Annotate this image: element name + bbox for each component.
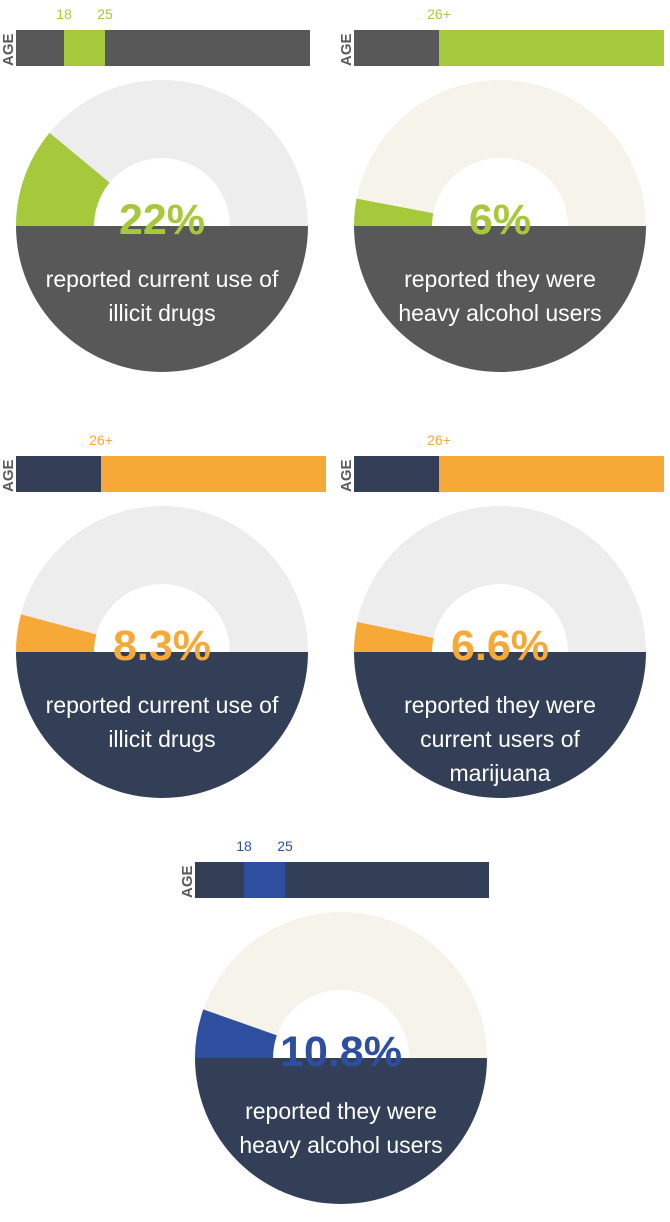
gauge-widget-3: AGE 26+ 8.3% reported current use of illici… xyxy=(0,426,326,816)
age-bar-track xyxy=(16,456,326,492)
age-bar-highlight xyxy=(439,456,664,492)
gauge-caption-band xyxy=(354,652,646,798)
age-axis-label: AGE xyxy=(0,456,17,492)
age-tick-label: 26+ xyxy=(89,432,113,448)
gauge-track xyxy=(16,506,308,652)
gauge-caption-band xyxy=(16,652,308,798)
gauge-svg xyxy=(16,80,308,372)
gauge: 8.3% reported current use of illicit drug… xyxy=(14,504,310,800)
age-bar-highlight xyxy=(244,862,285,898)
age-bar: AGE 26+ xyxy=(0,426,326,492)
gauge: 6% reported they were heavy alcohol users xyxy=(352,78,648,374)
gauge-value-arc xyxy=(16,614,97,652)
age-bar-track xyxy=(354,30,664,66)
gauge-widget-4: AGE 26+ 6.6% reported they were current use… xyxy=(338,426,664,816)
age-bar: AGE 26+ xyxy=(338,0,664,66)
age-bar-track xyxy=(354,456,664,492)
gauge-svg xyxy=(354,80,646,372)
gauge-svg xyxy=(354,506,646,798)
gauge-caption: reported current use of illicit drugs xyxy=(45,692,279,752)
age-tick-label: 26+ xyxy=(427,432,451,448)
age-axis-label-text: AGE xyxy=(338,33,355,66)
age-axis-label-text: AGE xyxy=(0,33,17,66)
gauge-value-arc xyxy=(16,132,110,226)
gauge-widget-5: AGE 18 25 10.8% reported they were heavy alc… xyxy=(179,832,489,1222)
age-tick-label: 25 xyxy=(277,838,293,854)
age-tick-label: 25 xyxy=(97,6,113,22)
age-axis-label-text: AGE xyxy=(338,459,355,492)
age-bar-track xyxy=(16,30,310,66)
gauge-widget-1: AGE 18 25 22% reported current use of illici… xyxy=(0,0,310,390)
gauge-svg xyxy=(195,912,487,1204)
gauge-percent-label: 8.3% xyxy=(112,622,211,670)
age-bar: AGE 18 25 xyxy=(0,0,310,66)
gauge-percent-label: 10.8% xyxy=(280,1028,402,1076)
gauge: 22% reported current use of illicit drugs xyxy=(14,78,310,374)
gauge-caption: reported they were heavy alcohol users xyxy=(398,266,602,326)
gauge-track xyxy=(354,80,646,226)
age-bar-track xyxy=(195,862,489,898)
age-axis-label-text: AGE xyxy=(179,865,196,898)
gauge-percent-label: 22% xyxy=(118,196,206,244)
gauge-value-arc xyxy=(195,1009,277,1058)
gauge: 10.8% reported they were heavy alcohol us… xyxy=(193,910,489,1206)
age-bar-highlight xyxy=(101,456,326,492)
gauge-track xyxy=(195,912,487,1058)
gauge-caption: reported they were current users of mari… xyxy=(404,692,596,786)
gauge-value-arc xyxy=(354,198,434,226)
gauge-percent-label: 6% xyxy=(468,196,532,244)
age-bar-highlight xyxy=(64,30,105,66)
age-bar-highlight xyxy=(439,30,664,66)
gauge-svg xyxy=(16,506,308,798)
gauge-track xyxy=(354,506,646,652)
age-bar: AGE 26+ xyxy=(338,426,664,492)
gauge-caption: reported they were heavy alcohol users xyxy=(239,1098,443,1158)
gauge-caption-band xyxy=(16,226,308,372)
age-bar: AGE 18 25 xyxy=(179,832,489,898)
age-axis-label: AGE xyxy=(338,456,355,492)
age-axis-label: AGE xyxy=(0,30,17,66)
age-tick-label: 18 xyxy=(56,6,72,22)
gauge-caption-band xyxy=(195,1058,487,1204)
gauge-widget-2: AGE 26+ 6% reported they were heavy alcohol… xyxy=(338,0,664,390)
gauge-value-arc xyxy=(354,621,434,652)
age-tick-label: 18 xyxy=(236,838,252,854)
age-axis-label: AGE xyxy=(338,30,355,66)
age-tick-label: 26+ xyxy=(427,6,451,22)
gauge-caption: reported current use of illicit drugs xyxy=(45,266,279,326)
gauge: 6.6% reported they were current users of … xyxy=(352,504,648,800)
gauge-percent-label: 6.6% xyxy=(450,622,549,670)
gauge-caption-band xyxy=(354,226,646,372)
age-axis-label: AGE xyxy=(179,862,196,898)
age-axis-label-text: AGE xyxy=(0,459,17,492)
